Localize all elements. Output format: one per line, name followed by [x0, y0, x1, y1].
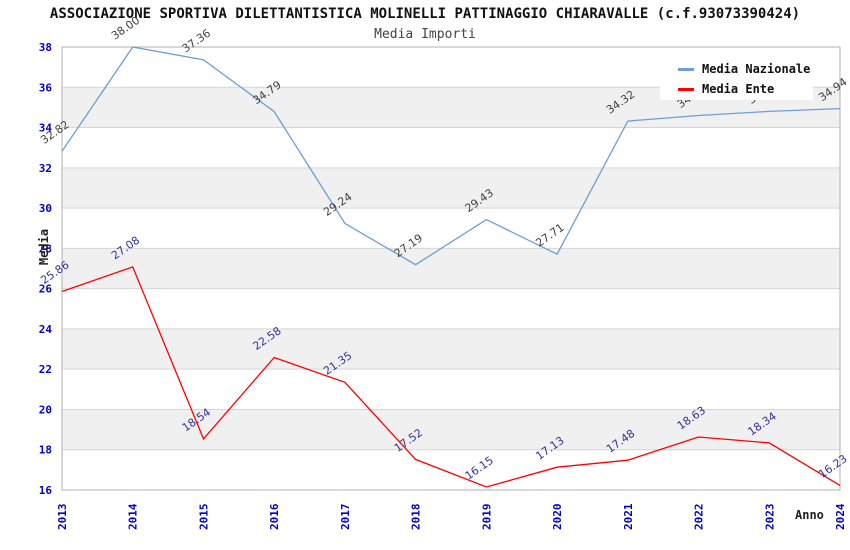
y-tick-label: 30 [39, 202, 52, 215]
series-line-media-ente [61, 266, 841, 488]
x-tick-label: 2023 [763, 504, 776, 531]
plot-band [62, 167, 840, 209]
legend-label: Media Nazionale [702, 62, 811, 76]
x-tick-label: 2024 [834, 503, 847, 530]
legend: Media Nazionale Media Ente [660, 58, 813, 100]
x-tick-label: 2015 [198, 504, 211, 531]
chart-subtitle: Media Importi [374, 27, 476, 42]
plot-band [62, 409, 840, 450]
x-tick-label: 2019 [480, 504, 493, 531]
y-tick-label: 26 [39, 283, 53, 296]
legend-label: Media Ente [702, 82, 775, 96]
x-tick-label: 2021 [622, 503, 635, 530]
x-axis-title: Anno [795, 508, 824, 522]
y-tick-label: 32 [39, 162, 52, 175]
x-tick-label: 2020 [551, 504, 564, 531]
y-tick-label: 16 [39, 484, 53, 497]
plot-border [61, 46, 841, 491]
y-tick-label: 18 [39, 444, 52, 457]
y-tick-label: 28 [39, 242, 52, 255]
x-tick-label: 2022 [693, 504, 706, 531]
chart-title: ASSOCIAZIONE SPORTIVA DILETTANTISTICA MO… [49, 6, 801, 22]
x-tick-label: 2013 [56, 504, 69, 531]
plot-band [62, 328, 840, 370]
x-tick-label: 2018 [410, 504, 423, 531]
plot-band [62, 248, 840, 289]
y-tick-label: 22 [39, 363, 52, 376]
data-label: 16.15 [463, 454, 496, 483]
y-tick-label: 24 [39, 323, 53, 336]
y-tick-label: 36 [39, 81, 53, 94]
y-tick-label: 34 [39, 122, 53, 135]
data-label: 16.23 [816, 452, 849, 481]
y-tick-label: 20 [39, 403, 52, 416]
series-line-media-nazionale [61, 46, 841, 266]
y-axis-title: Media [37, 228, 51, 266]
legend-swatch-blue-line-icon [678, 67, 694, 71]
x-tick-label: 2016 [268, 503, 281, 530]
legend-item-media-ente: Media Ente [660, 82, 813, 96]
legend-item-media-nazionale: Media Nazionale [660, 62, 813, 76]
x-tick-label: 2014 [127, 503, 140, 530]
x-tick-label: 2017 [339, 504, 352, 531]
y-tick-label: 38 [39, 41, 52, 54]
data-label: 37.36 [180, 27, 213, 56]
legend-swatch-red-line-icon [678, 87, 694, 91]
data-label: 38.00 [109, 14, 142, 43]
